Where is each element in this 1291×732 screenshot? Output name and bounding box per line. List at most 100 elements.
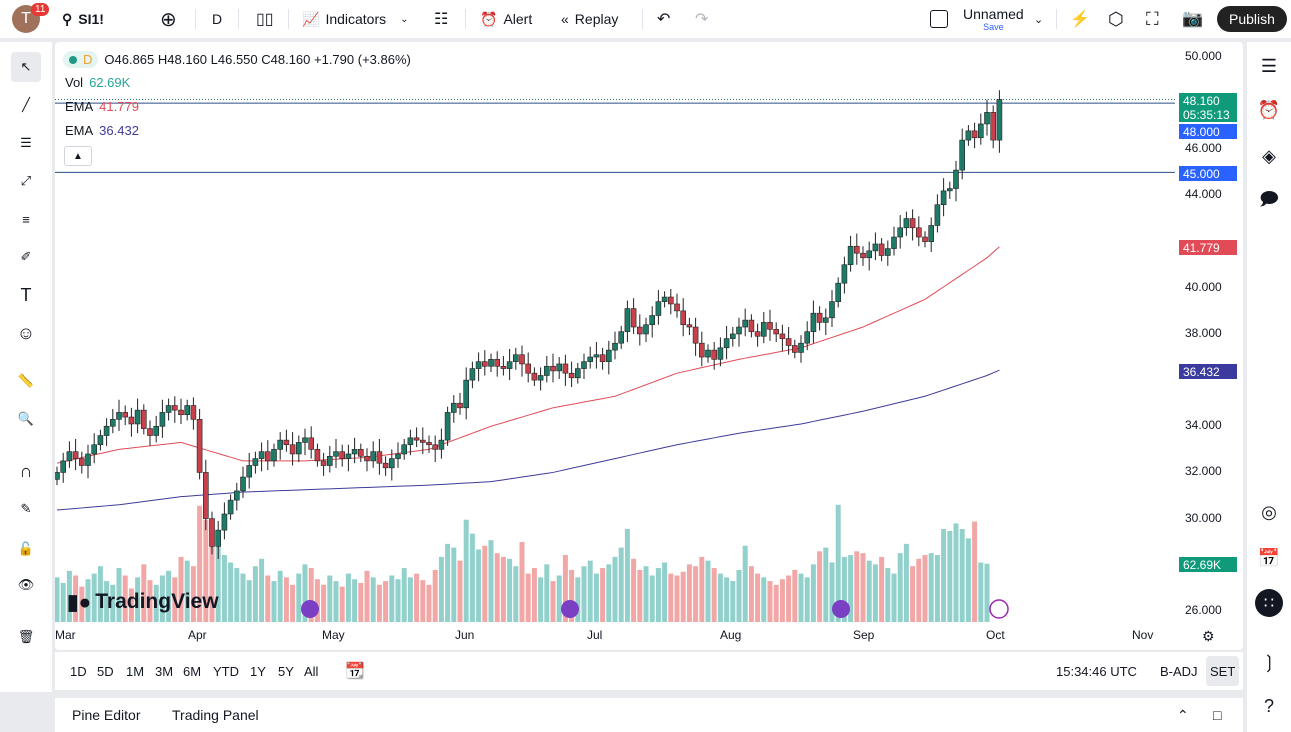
settings-button[interactable]: ⬡ bbox=[1108, 0, 1124, 38]
volume-bar bbox=[494, 553, 500, 622]
tab-pine-editor[interactable]: Pine Editor bbox=[72, 698, 140, 732]
remove-drawings-tool[interactable]: 🗑 bbox=[11, 622, 41, 652]
candle bbox=[221, 513, 228, 531]
candle bbox=[934, 204, 941, 226]
publish-button[interactable]: Publish bbox=[1217, 6, 1287, 32]
layout-name: Unnamed bbox=[963, 6, 1024, 22]
axis-settings-button[interactable]: ⚙ bbox=[1202, 628, 1215, 645]
volume-bar bbox=[451, 547, 457, 622]
price-chart[interactable] bbox=[55, 42, 1243, 650]
tab-trading-panel[interactable]: Trading Panel bbox=[172, 698, 259, 732]
date-range-button[interactable]: 📆 bbox=[345, 652, 365, 690]
candle bbox=[984, 112, 990, 125]
screenshot-button[interactable]: 📷 bbox=[1182, 0, 1203, 38]
price-tick: 32.000 bbox=[1185, 464, 1222, 479]
object-tree-button[interactable]: ◈ bbox=[1255, 142, 1283, 170]
legend-ema-fast[interactable]: EMA 41.779 bbox=[65, 99, 139, 114]
chat-button[interactable]: 🗩 bbox=[1255, 188, 1283, 216]
timeframe-5d[interactable]: 5D bbox=[97, 663, 114, 679]
brush-icon: ✐ bbox=[20, 249, 32, 264]
candle bbox=[810, 312, 817, 332]
help-icon: ? bbox=[1263, 695, 1274, 716]
symbol-search[interactable]: ⚲ SI1! bbox=[62, 0, 104, 38]
legend-volume[interactable]: Vol 62.69K bbox=[65, 75, 130, 90]
layout-menu-button[interactable]: ⌄ bbox=[1034, 0, 1043, 38]
candle bbox=[624, 308, 631, 332]
timeframe-1m[interactable]: 1M bbox=[126, 663, 145, 679]
indicators-button[interactable]: 📈 Indicators ⌄ bbox=[302, 0, 409, 38]
timeframe-ytd[interactable]: YTD bbox=[213, 663, 239, 679]
zoom-tool[interactable]: 🔍 bbox=[11, 404, 41, 434]
compare-symbol-button[interactable]: ⊕ bbox=[160, 0, 177, 38]
measure-tool[interactable]: 📏 bbox=[11, 366, 41, 396]
signals-button[interactable]: ❳ bbox=[1255, 648, 1283, 676]
volume-bar bbox=[432, 569, 438, 622]
top-toolbar: T 11 ⚲ SI1! ⊕ D ▯▯ 📈 Indicators ⌄ ☷ ⏰ Alert … bbox=[0, 0, 1291, 38]
fullscreen-button[interactable]: ⛶ bbox=[1146, 0, 1159, 38]
alert-button[interactable]: ⏰ Alert bbox=[480, 0, 532, 38]
volume-bar bbox=[575, 577, 581, 622]
chart-type-button[interactable]: ▯▯ bbox=[256, 0, 274, 38]
layout-name-button[interactable]: Unnamed Save bbox=[963, 0, 1024, 38]
volume-bar bbox=[333, 581, 339, 622]
candle bbox=[302, 437, 308, 443]
session-toggle[interactable]: SET bbox=[1206, 656, 1240, 686]
brush-tool[interactable]: ✐ bbox=[11, 242, 41, 272]
trend-line-tool[interactable]: ╱ bbox=[11, 90, 41, 120]
alerts-button[interactable]: ⏰ bbox=[1255, 96, 1283, 124]
candle bbox=[475, 361, 482, 369]
layouts-button[interactable]: ☷ bbox=[434, 0, 448, 38]
adjustment-toggle[interactable]: B-ADJ bbox=[1160, 652, 1198, 690]
timeframe-5y[interactable]: 5Y bbox=[278, 663, 294, 679]
quick-search-button[interactable]: ⚡ bbox=[1070, 0, 1090, 38]
volume-bar bbox=[463, 519, 469, 622]
fib-tool[interactable]: ☰ bbox=[11, 128, 41, 158]
collapse-legend-button[interactable]: ▲ bbox=[64, 146, 92, 166]
interval-button[interactable]: D bbox=[212, 0, 222, 38]
candle bbox=[556, 363, 563, 372]
candle bbox=[767, 322, 773, 330]
replay-button[interactable]: « Replay bbox=[561, 0, 618, 38]
target-button[interactable]: ◎ bbox=[1255, 498, 1283, 526]
candle bbox=[289, 444, 296, 455]
clock-timezone[interactable]: 15:34:46 UTC bbox=[1056, 652, 1137, 690]
magnet-tool[interactable]: ∩ bbox=[11, 456, 41, 486]
calendar-button[interactable]: 📅 bbox=[1255, 544, 1283, 572]
undo-button[interactable]: ↶ bbox=[657, 0, 670, 38]
candle bbox=[128, 416, 135, 425]
forecast-tool[interactable]: ≡ bbox=[11, 204, 41, 234]
volume-bar bbox=[637, 569, 643, 622]
collapse-panel-button[interactable]: ⌃ bbox=[1177, 698, 1189, 732]
alert-label: Alert bbox=[503, 11, 533, 27]
cursor-tool[interactable]: ↖ bbox=[11, 52, 41, 82]
plus-circle-icon: ⊕ bbox=[160, 8, 177, 31]
hide-drawings-tool[interactable]: 👁 bbox=[11, 570, 41, 600]
help-button[interactable]: ? bbox=[1255, 692, 1283, 720]
timeframe-1d[interactable]: 1D bbox=[70, 663, 87, 679]
watchlist-button[interactable]: ☰ bbox=[1255, 52, 1283, 80]
maximize-panel-button[interactable]: □ bbox=[1213, 698, 1221, 732]
volume-bar bbox=[606, 564, 612, 622]
volume-bar bbox=[562, 555, 568, 622]
timeframe-3m[interactable]: 3M bbox=[155, 663, 174, 679]
market-open-icon bbox=[69, 55, 77, 64]
stay-drawing-tool[interactable]: ✎ bbox=[11, 494, 41, 524]
emoji-tool[interactable]: ☺ bbox=[11, 318, 41, 348]
volume-bar bbox=[66, 570, 72, 622]
products-button[interactable]: ∷ bbox=[1255, 589, 1283, 617]
timeframe-6m[interactable]: 6M bbox=[183, 663, 202, 679]
layout-toggle[interactable] bbox=[930, 0, 948, 38]
adj-label: B-ADJ bbox=[1160, 663, 1198, 679]
broadcast-icon: ❳ bbox=[1261, 651, 1277, 672]
lock-drawings-tool[interactable]: 🔓 bbox=[11, 534, 41, 564]
volume-bar bbox=[593, 573, 599, 622]
pattern-tool[interactable]: ⤢ bbox=[11, 166, 41, 196]
legend-ema-slow[interactable]: EMA 36.432 bbox=[65, 123, 139, 138]
user-avatar[interactable]: T 11 bbox=[12, 0, 50, 38]
volume-bar bbox=[984, 563, 990, 622]
redo-button[interactable]: ↷ bbox=[695, 0, 708, 38]
timeframe-all[interactable]: All bbox=[304, 663, 319, 679]
timeframe-1y[interactable]: 1Y bbox=[250, 663, 266, 679]
chart-pane[interactable]: D O46.865 H48.160 L46.550 C48.160 +1.790… bbox=[55, 42, 1243, 650]
text-tool[interactable]: T bbox=[11, 280, 41, 310]
